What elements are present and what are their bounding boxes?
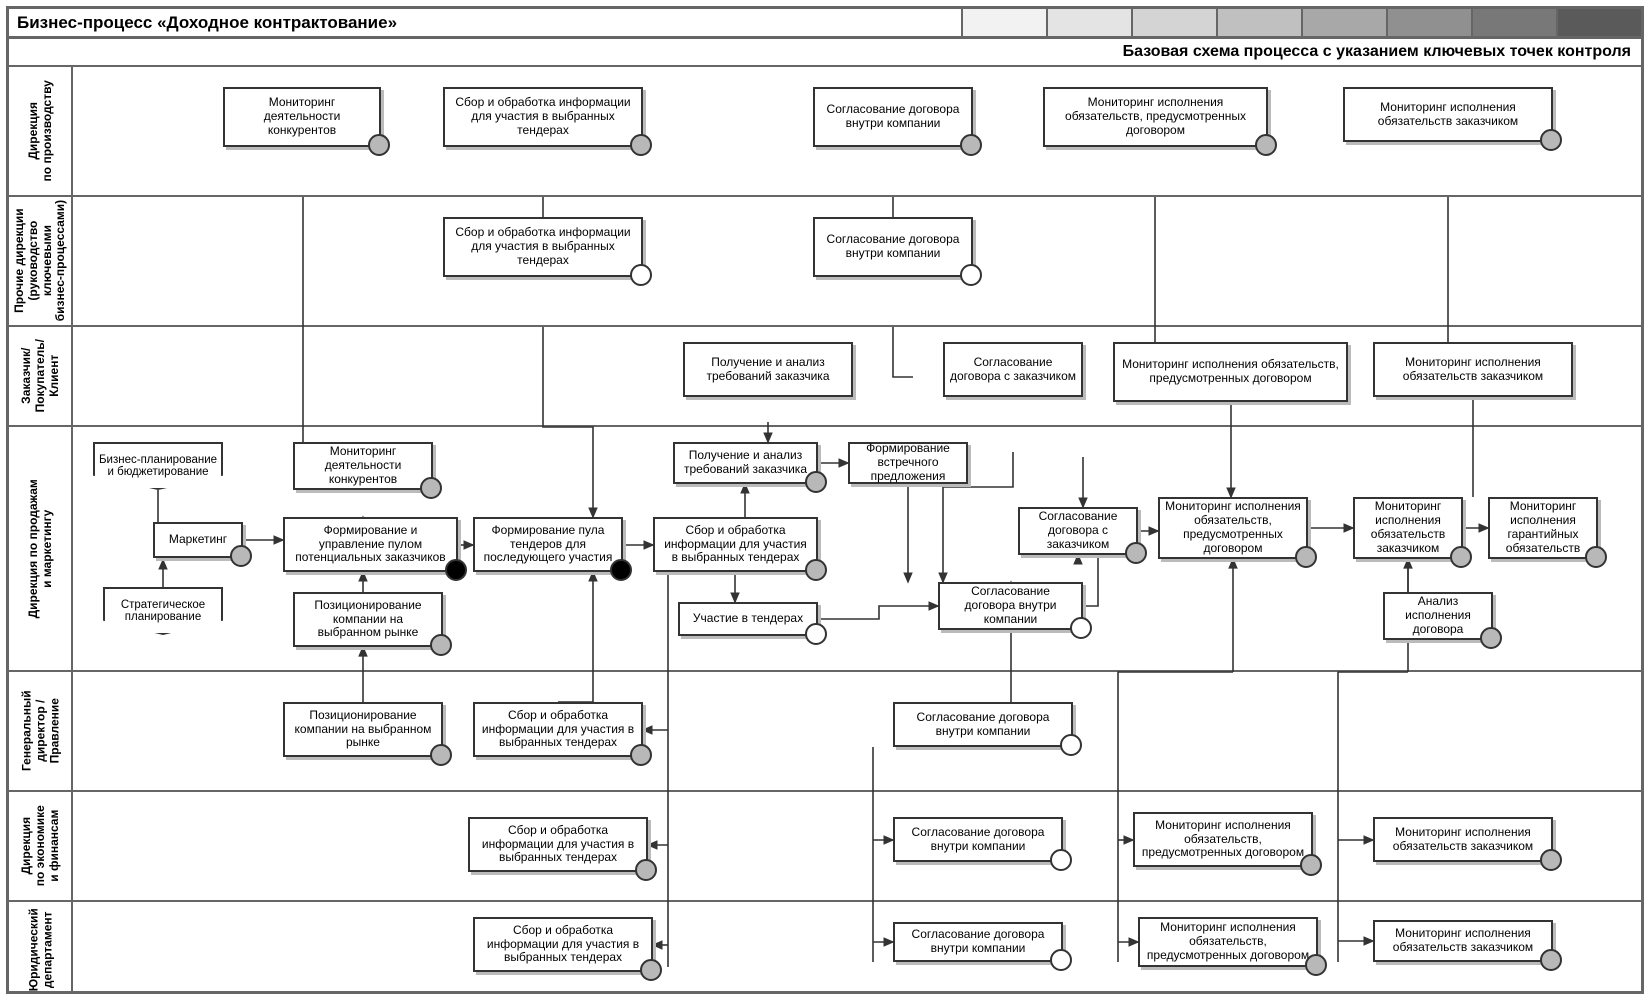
- process-node: Получение и анализ требований заказчика: [673, 442, 818, 484]
- gradient-block: [1386, 9, 1471, 36]
- control-point-gray: [1480, 627, 1502, 649]
- control-point-gray: [1305, 954, 1327, 976]
- gradient-block: [1556, 9, 1641, 36]
- process-node: Согласование договора внутри компании: [813, 87, 973, 147]
- lane-label: Дирекцияпо производству: [9, 67, 73, 197]
- control-point-gray: [1295, 546, 1317, 568]
- process-node: Мониторинг исполнения обязательств, пред…: [1158, 497, 1308, 559]
- process-node: Сбор и обработка информации для участия …: [473, 702, 643, 757]
- gradient-block: [1216, 9, 1301, 36]
- control-point-gray: [635, 859, 657, 881]
- control-point-gray: [630, 744, 652, 766]
- control-point-white: [1060, 734, 1082, 756]
- subtitle: Базовая схема процесса с указанием ключе…: [9, 39, 1641, 67]
- process-node: Сбор и обработка информации для участия …: [653, 517, 818, 572]
- control-point-white: [1050, 849, 1072, 871]
- process-node: Позиционирование компании на выбранном р…: [293, 592, 443, 647]
- process-node: Мониторинг исполнения обязательств, пред…: [1113, 342, 1348, 402]
- control-point-gray: [960, 134, 982, 156]
- process-node: Мониторинг исполнения обязательств заказ…: [1353, 497, 1463, 559]
- process-node: Мониторинг исполнения обязательств заказ…: [1373, 342, 1573, 397]
- process-node: Участие в тендерах: [678, 602, 818, 636]
- lane-label: Дирекцияпо экономикеи финансам: [9, 792, 73, 902]
- control-point-gray: [230, 545, 252, 567]
- diagram-frame: Бизнес-процесс «Доходное контрактование»…: [6, 6, 1644, 994]
- process-node: Согласование договора внутри компании: [813, 217, 973, 277]
- process-node: Сбор и обработка информации для участия …: [473, 917, 653, 972]
- gradient-block: [1131, 9, 1216, 36]
- control-point-gray: [1540, 129, 1562, 151]
- lane-label: Генеральныйдиректор /Правление: [9, 672, 73, 792]
- process-node: Согласование договора внутри компании: [893, 922, 1063, 962]
- control-point-gray: [805, 471, 827, 493]
- control-point-black: [445, 559, 467, 581]
- control-point-black: [610, 559, 632, 581]
- control-point-gray: [1300, 854, 1322, 876]
- lane-label: Юридическийдепартамент: [9, 902, 73, 997]
- process-node: Согласование договора внутри компании: [938, 582, 1083, 630]
- process-node: Мониторинг исполнения обязательств заказ…: [1373, 817, 1553, 862]
- gradient-block: [1301, 9, 1386, 36]
- control-point-gray: [630, 134, 652, 156]
- process-node: Сбор и обработка информации для участия …: [443, 217, 643, 277]
- lane-label: Прочие дирекции(руководствоключевымибизн…: [9, 197, 73, 327]
- control-point-gray: [420, 477, 442, 499]
- process-node: Мониторинг исполнения гарантийных обязат…: [1488, 497, 1598, 559]
- process-node: Мониторинг деятельности конкурентов: [293, 442, 433, 490]
- process-node: Мониторинг исполнения обязательств заказ…: [1373, 920, 1553, 962]
- control-point-gray: [1255, 134, 1277, 156]
- control-point-gray: [1585, 546, 1607, 568]
- gradient-block: [1046, 9, 1131, 36]
- control-point-white: [1050, 949, 1072, 971]
- control-point-gray: [430, 634, 452, 656]
- process-node: Мониторинг деятельности конкурентов: [223, 87, 381, 147]
- control-point-gray: [1540, 849, 1562, 871]
- gradient-block: [961, 9, 1046, 36]
- process-node: Формирование и управление пулом потенциа…: [283, 517, 458, 572]
- process-node: Формирование пула тендеров для последующ…: [473, 517, 623, 572]
- gradient-legend: [961, 9, 1641, 36]
- lane-label: Дирекция по продажами маркетингу: [9, 427, 73, 672]
- control-point-gray: [368, 134, 390, 156]
- process-node: Формирование встречного предложения: [848, 442, 968, 484]
- control-point-white: [630, 264, 652, 286]
- process-node: Согласование договора с заказчиком: [1018, 507, 1138, 555]
- title: Бизнес-процесс «Доходное контрактование»: [9, 13, 961, 33]
- process-node: Сбор и обработка информации для участия …: [468, 817, 648, 872]
- process-node: Согласование договора внутри компании: [893, 817, 1063, 862]
- process-node: Получение и анализ требований заказчика: [683, 342, 853, 397]
- control-point-gray: [1450, 546, 1472, 568]
- process-node: Согласование договора внутри компании: [893, 702, 1073, 747]
- process-node: Позиционирование компании на выбранном р…: [283, 702, 443, 757]
- process-node: Согласование договора с заказчиком: [943, 342, 1083, 397]
- control-point-white: [1070, 617, 1092, 639]
- control-point-gray: [640, 959, 662, 981]
- process-node: Мониторинг исполнения обязательств, пред…: [1043, 87, 1268, 147]
- lane-labels: Дирекцияпо производствуПрочие дирекции(р…: [9, 67, 73, 991]
- gradient-block: [1471, 9, 1556, 36]
- control-point-gray: [805, 559, 827, 581]
- process-node: Мониторинг исполнения обязательств заказ…: [1343, 87, 1553, 142]
- lane-label: Заказчик/Покупатель/Клиент: [9, 327, 73, 427]
- control-point-white: [805, 623, 827, 645]
- process-node: Сбор и обработка информации для участия …: [443, 87, 643, 147]
- control-point-gray: [430, 744, 452, 766]
- process-node: Анализ исполнения договора: [1383, 592, 1493, 640]
- process-node: Мониторинг исполнения обязательств, пред…: [1133, 812, 1313, 867]
- control-point-white: [960, 264, 982, 286]
- title-bar: Бизнес-процесс «Доходное контрактование»: [9, 9, 1641, 39]
- control-point-gray: [1540, 949, 1562, 971]
- control-point-gray: [1125, 542, 1147, 564]
- process-node: Мониторинг исполнения обязательств, пред…: [1138, 917, 1318, 967]
